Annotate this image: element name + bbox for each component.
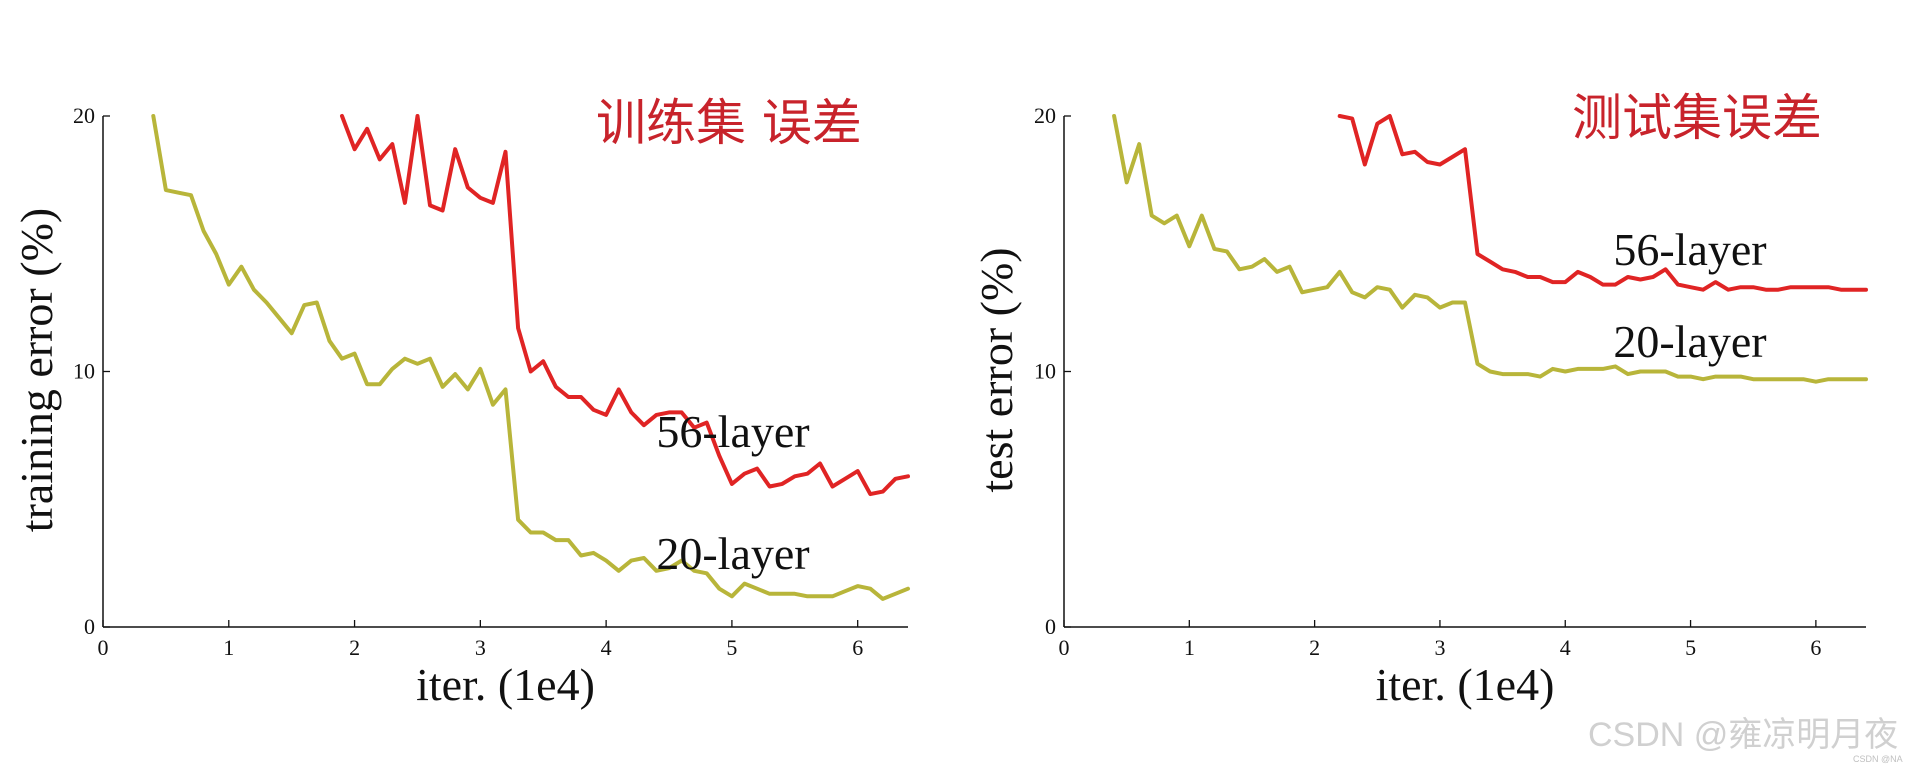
x-tick-label: 3 xyxy=(1434,635,1445,660)
watermark-small-text: CSDN @NA xyxy=(1853,754,1903,764)
x-tick-label: 4 xyxy=(601,635,612,660)
chart-annotation: 测试集误差 xyxy=(1572,89,1822,147)
y-tick-label: 20 xyxy=(1034,103,1056,128)
chart-panel-1: 0 1 2 3 4 5 6 0 10 20 iter. (1e4) training error (%… xyxy=(11,94,910,710)
watermark-text: CSDN @雍凉明月夜 xyxy=(1588,716,1898,754)
y-tick-label: 10 xyxy=(73,359,95,384)
y-tick-label: 20 xyxy=(73,103,95,128)
y-axis-label: training error (%) xyxy=(11,208,62,532)
series-line-56-layer xyxy=(1337,114,1868,292)
chart-panel-2: 0 1 2 3 4 5 6 0 10 20 iter. (1e4) test error (%) 56-… xyxy=(971,89,1868,710)
series-line-20-layer xyxy=(1112,114,1868,384)
x-axis-label: iter. (1e4) xyxy=(416,659,595,710)
y-tick-label: 10 xyxy=(1034,359,1056,384)
x-tick-label: 2 xyxy=(349,635,360,660)
x-tick-label: 0 xyxy=(1059,635,1070,660)
x-tick-label: 1 xyxy=(223,635,234,660)
x-tick-label: 6 xyxy=(852,635,863,660)
chart-annotation: 训练集 误差 xyxy=(596,94,862,152)
x-tick-label: 4 xyxy=(1560,635,1571,660)
series-line-20-layer xyxy=(151,114,910,601)
series-label-20-layer: 20-layer xyxy=(1613,316,1766,367)
x-tick-label: 2 xyxy=(1309,635,1320,660)
series-label-56-layer: 56-layer xyxy=(656,406,809,457)
y-tick-label: 0 xyxy=(1045,614,1056,639)
series-label-20-layer: 20-layer xyxy=(656,528,809,579)
x-tick-label: 5 xyxy=(726,635,737,660)
x-axis-label: iter. (1e4) xyxy=(1376,659,1555,710)
x-tick-label: 5 xyxy=(1685,635,1696,660)
series-line-56-layer xyxy=(340,114,910,497)
y-tick-label: 0 xyxy=(84,614,95,639)
series-label-56-layer: 56-layer xyxy=(1613,224,1766,275)
x-tick-label: 0 xyxy=(98,635,109,660)
y-axis-label: test error (%) xyxy=(971,247,1022,492)
x-tick-label: 6 xyxy=(1810,635,1821,660)
x-tick-label: 1 xyxy=(1184,635,1195,660)
x-tick-label: 3 xyxy=(475,635,486,660)
